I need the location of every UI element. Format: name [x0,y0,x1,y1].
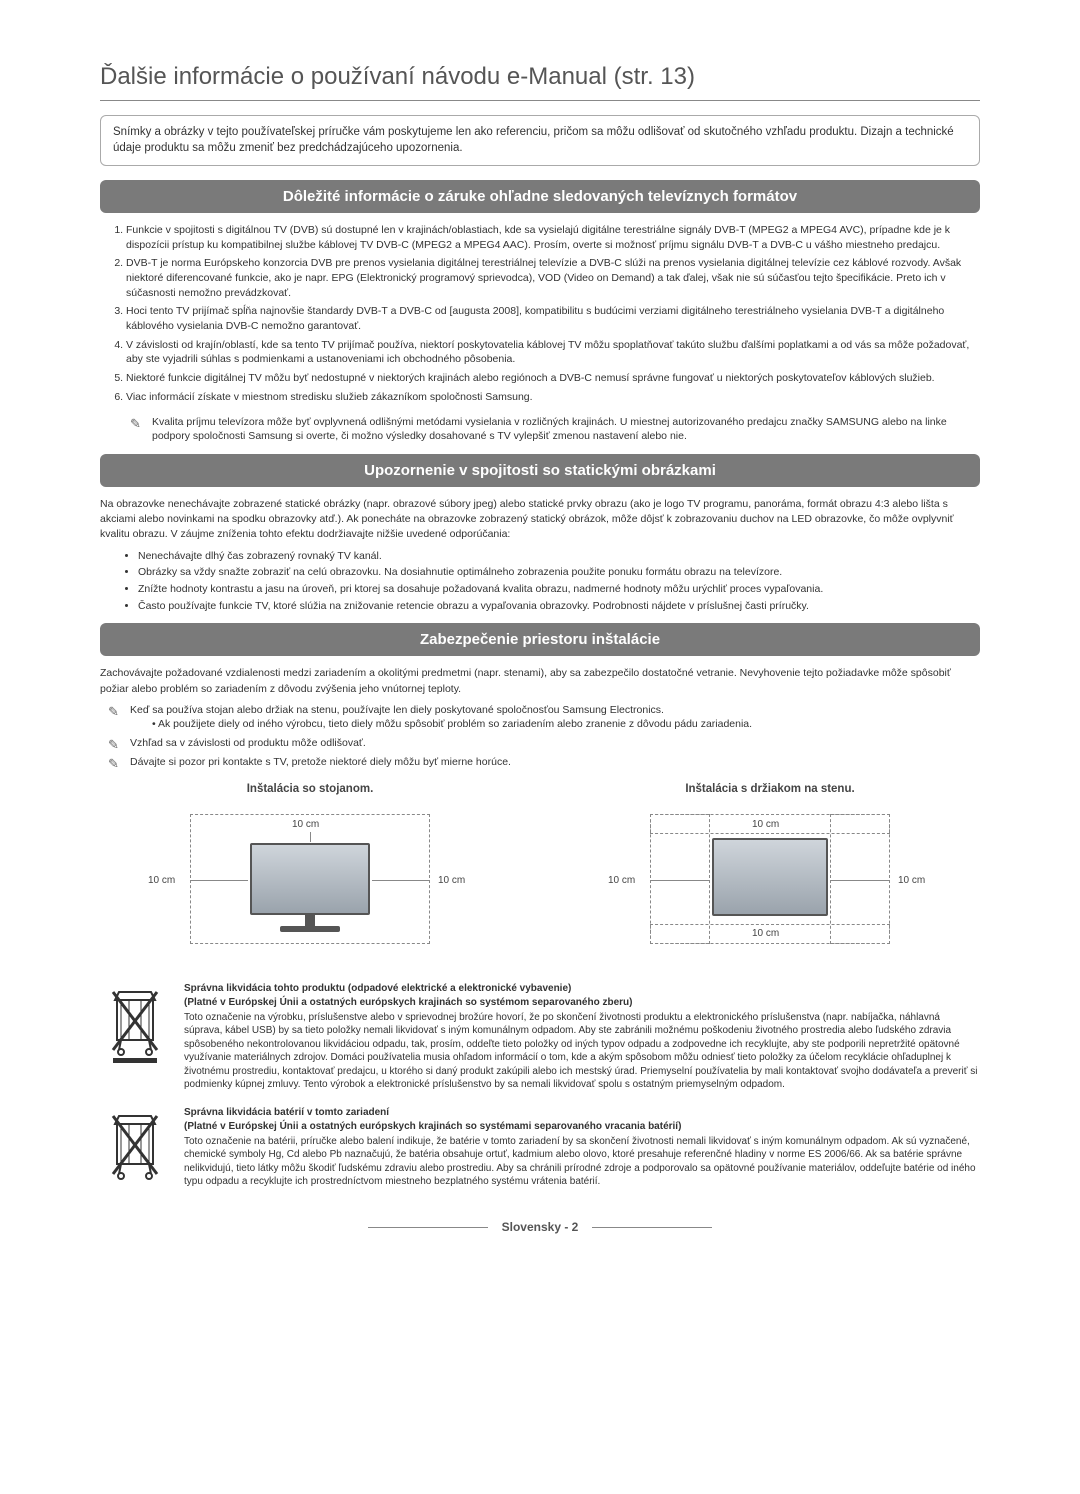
section3-header: Zabezpečenie priestoru inštalácie [100,623,980,656]
dim-bottom: 10 cm [752,927,779,941]
install-wall-title: Inštalácia s držiakom na stenu. [560,781,980,797]
disposal2-subtitle: (Platné v Európskej Únii a ostatných eur… [184,1120,980,1134]
list-item: Hoci tento TV prijímač spĺňa najnovšie š… [126,304,980,333]
list-item: Nenechávajte dlhý čas zobrazený rovnaký … [138,549,980,564]
list-item: Funkcie v spojitosti s digitálnou TV (DV… [126,223,980,252]
disposal-product-text: Správna likvidácia tohto produktu (odpad… [184,982,980,1092]
section2-header: Upozornenie v spojitosti so statickými o… [100,454,980,487]
disposal2-title: Správna likvidácia batérií v tomto zaria… [184,1106,980,1120]
list-item: Často používajte funkcie TV, ktoré slúži… [138,599,980,614]
list-item: Niektoré funkcie digitálnej TV môžu byť … [126,371,980,386]
section3-intro: Zachovávajte požadované vzdialenosti med… [100,666,980,696]
section1-header: Dôležité informácie o záruke ohľadne sle… [100,180,980,213]
section3-note2: Vzhľad sa v závislosti od produktu môže … [108,736,980,751]
section2-bullets: Nenechávajte dlhý čas zobrazený rovnaký … [100,549,980,614]
list-item: DVB-T je norma Európskeho konzorcia DVB … [126,256,980,300]
install-stand-title: Inštalácia so stojanom. [100,781,520,797]
dim-top: 10 cm [292,818,319,832]
disposal1-title: Správna likvidácia tohto produktu (odpad… [184,982,980,996]
disposal1-subtitle: (Platné v Európskej Únii a ostatných eur… [184,996,980,1010]
list-item: V závislosti od krajín/oblastí, kde sa t… [126,338,980,367]
disposal2-body: Toto označenie na batérii, príručke aleb… [184,1135,980,1189]
section3-note3: Dávajte si pozor pri kontakte s TV, pret… [108,755,980,770]
dim-right: 10 cm [438,874,465,888]
weee-bin-icon [100,982,170,1092]
installation-diagrams: Inštalácia so stojanom. 10 cm 10 cm 10 c… [100,781,980,957]
dim-left: 10 cm [148,874,175,888]
note-sub: • Ak použijete diely od iného výrobcu, t… [152,717,980,732]
note-text: Keď sa používa stojan alebo držiak na st… [130,704,664,716]
section3-note1: Keď sa používa stojan alebo držiak na st… [108,703,980,732]
section2-intro: Na obrazovke nenechávajte zobrazené stat… [100,497,980,543]
dim-left: 10 cm [608,874,635,888]
disposal-product-row: Správna likvidácia tohto produktu (odpad… [100,982,980,1092]
disposal-battery-text: Správna likvidácia batérií v tomto zaria… [184,1106,980,1189]
battery-bin-icon [100,1106,170,1189]
dim-top: 10 cm [752,818,779,832]
list-item: Znížte hodnoty kontrastu a jasu na úrove… [138,582,980,597]
footer-label: Slovensky - 2 [502,1220,579,1234]
install-wall-col: Inštalácia s držiakom na stenu. 10 cm 10… [560,781,980,957]
section1-list: Funkcie v spojitosti s digitálnou TV (DV… [100,223,980,405]
page-footer: Slovensky - 2 [100,1219,980,1236]
wall-diagram: 10 cm 10 cm 10 cm 10 cm [590,808,950,958]
page-title: Ďalšie informácie o používaní návodu e-M… [100,60,980,101]
disposal1-body: Toto označenie na výrobku, príslušenstve… [184,1011,980,1092]
section1-note: Kvalita príjmu televízora môže byť ovply… [130,415,980,444]
intro-info-box: Snímky a obrázky v tejto používateľskej … [100,115,980,166]
list-item: Viac informácií získate v miestnom stred… [126,390,980,405]
list-item: Obrázky sa vždy snažte zobraziť na celú … [138,565,980,580]
install-stand-col: Inštalácia so stojanom. 10 cm 10 cm 10 c… [100,781,520,957]
disposal-battery-row: Správna likvidácia batérií v tomto zaria… [100,1106,980,1189]
dim-right: 10 cm [898,874,925,888]
stand-diagram: 10 cm 10 cm 10 cm [130,808,490,958]
